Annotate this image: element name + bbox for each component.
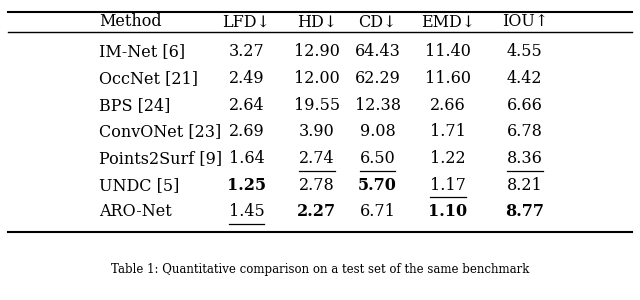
Text: 2.49: 2.49	[228, 70, 264, 87]
Text: 2.74: 2.74	[299, 150, 335, 167]
Text: OccNet [21]: OccNet [21]	[99, 70, 198, 87]
Text: ARO-Net: ARO-Net	[99, 203, 172, 220]
Text: 64.43: 64.43	[355, 44, 401, 61]
Text: IM-Net [6]: IM-Net [6]	[99, 44, 186, 61]
Text: 2.69: 2.69	[228, 124, 264, 140]
Text: 12.00: 12.00	[294, 70, 340, 87]
Text: 11.60: 11.60	[425, 70, 471, 87]
Text: 2.64: 2.64	[228, 97, 264, 114]
Text: HD↓: HD↓	[297, 14, 337, 31]
Text: 1.22: 1.22	[430, 150, 466, 167]
Text: Method: Method	[99, 14, 162, 31]
Text: 8.36: 8.36	[507, 150, 543, 167]
Text: 5.70: 5.70	[358, 177, 397, 194]
Text: 1.71: 1.71	[430, 124, 466, 140]
Text: 2.66: 2.66	[430, 97, 466, 114]
Text: 1.17: 1.17	[430, 177, 466, 194]
Text: 11.40: 11.40	[425, 44, 471, 61]
Text: 2.27: 2.27	[297, 203, 337, 220]
Text: BPS [24]: BPS [24]	[99, 97, 171, 114]
Text: 2.78: 2.78	[299, 177, 335, 194]
Text: 9.08: 9.08	[360, 124, 396, 140]
Text: ConvONet [23]: ConvONet [23]	[99, 124, 221, 140]
Text: 8.21: 8.21	[507, 177, 543, 194]
Text: LFD↓: LFD↓	[223, 14, 270, 31]
Text: 1.10: 1.10	[428, 203, 468, 220]
Text: Points2Surf [9]: Points2Surf [9]	[99, 150, 222, 167]
Text: 62.29: 62.29	[355, 70, 401, 87]
Text: 4.42: 4.42	[507, 70, 543, 87]
Text: 1.25: 1.25	[227, 177, 266, 194]
Text: 4.55: 4.55	[507, 44, 543, 61]
Text: 3.27: 3.27	[228, 44, 264, 61]
Text: 6.66: 6.66	[507, 97, 543, 114]
Text: IOU↑: IOU↑	[502, 14, 548, 31]
Text: 12.38: 12.38	[355, 97, 401, 114]
Text: 1.45: 1.45	[228, 203, 264, 220]
Text: 12.90: 12.90	[294, 44, 340, 61]
Text: 8.77: 8.77	[506, 203, 544, 220]
Text: 6.78: 6.78	[507, 124, 543, 140]
Text: UNDC [5]: UNDC [5]	[99, 177, 180, 194]
Text: 6.71: 6.71	[360, 203, 396, 220]
Text: 19.55: 19.55	[294, 97, 340, 114]
Text: 6.50: 6.50	[360, 150, 396, 167]
Text: EMD↓: EMD↓	[421, 14, 475, 31]
Text: CD↓: CD↓	[358, 14, 397, 31]
Text: Table 1: Quantitative comparison on a test set of the same benchmark: Table 1: Quantitative comparison on a te…	[111, 263, 529, 277]
Text: 3.90: 3.90	[299, 124, 335, 140]
Text: 1.64: 1.64	[228, 150, 264, 167]
